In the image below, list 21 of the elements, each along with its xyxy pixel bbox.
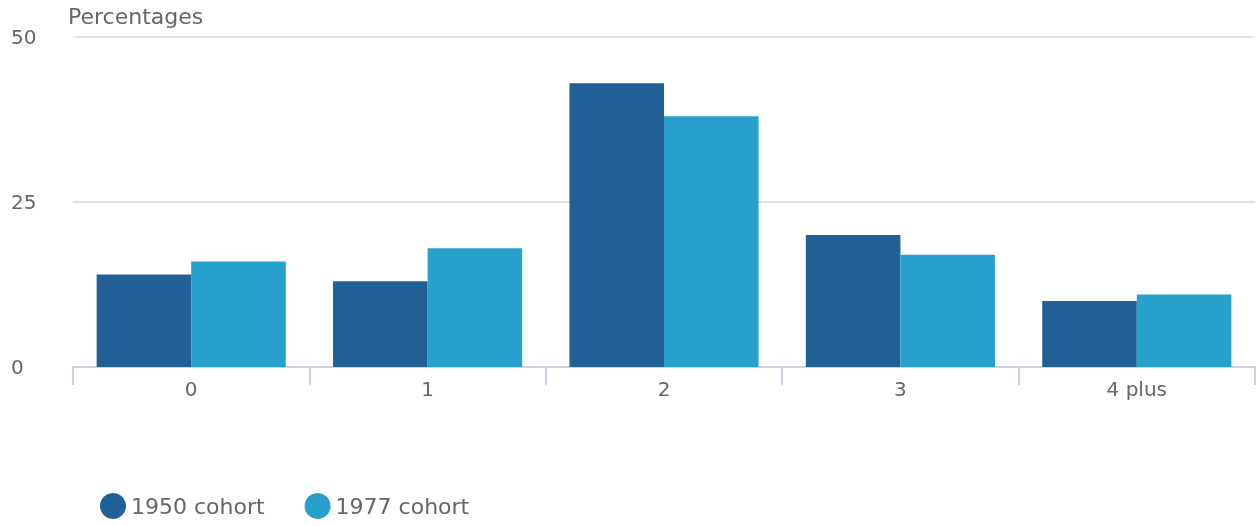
bar: [569, 83, 664, 367]
x-tick-label: 0: [184, 377, 198, 401]
bar: [427, 248, 523, 367]
x-tick-label: 3: [894, 377, 907, 401]
bar: [333, 281, 428, 367]
x-tick-label: 4 plus: [1106, 377, 1168, 401]
bar: [1042, 301, 1137, 367]
bar: [1136, 294, 1232, 367]
x-tick-label: 2: [657, 377, 671, 401]
y-tick-label: 0: [11, 355, 24, 379]
y-axis-title: Percentages: [68, 3, 204, 29]
legend-label: 1977 cohort: [335, 493, 470, 519]
bar: [191, 261, 286, 367]
y-tick-label: 50: [11, 25, 37, 49]
bar: [664, 116, 759, 367]
bar: [805, 235, 901, 367]
y-tick-label: 25: [11, 190, 37, 214]
bar: [900, 254, 995, 367]
x-tick-label: 1: [421, 377, 434, 401]
legend-label: 1950 cohort: [131, 493, 265, 519]
bar: [96, 274, 192, 367]
